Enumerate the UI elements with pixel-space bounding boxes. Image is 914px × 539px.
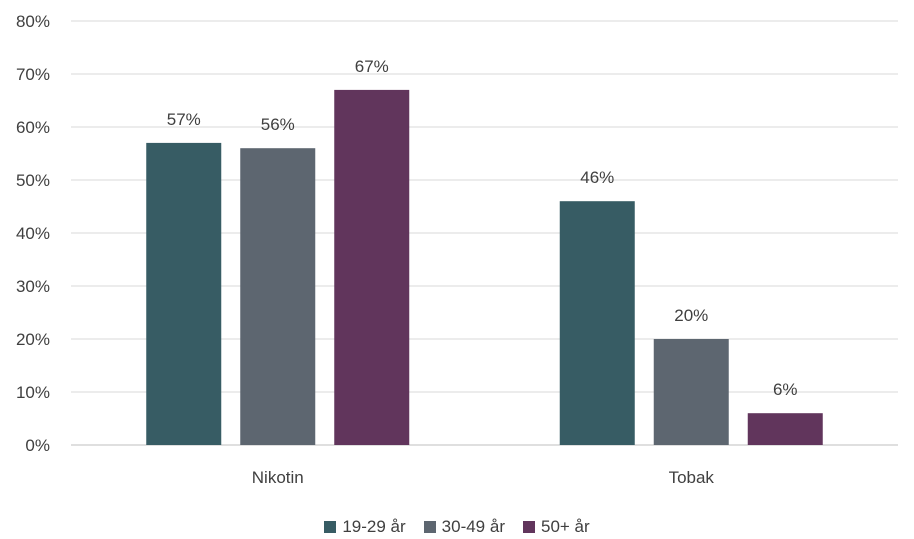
y-tick-label: 60% [16,118,50,137]
legend-item: 19-29 år [324,517,406,537]
legend-label: 30-49 år [441,517,505,536]
data-label: 56% [261,115,295,134]
legend-item: 50+ år [522,517,590,537]
bar [653,339,729,445]
bar [334,89,410,446]
y-tick-label: 20% [16,330,50,349]
legend-swatch [522,521,535,533]
legend: 19-29 år 30-49 år 50+ år [0,517,914,537]
y-tick-label: 70% [16,65,50,84]
bar-chart: 0% 10% 20% 30% 40% 50% 60% 70% 80% 57% 56% 67% 46% 2… [16,12,898,487]
y-tick-label: 40% [16,224,50,243]
data-label: 6% [773,380,798,399]
y-tick-label: 50% [16,171,50,190]
data-label: 20% [674,306,708,325]
y-axis-tick-labels: 0% 10% 20% 30% 40% 50% 60% 70% 80% [16,12,50,455]
data-label: 46% [580,168,614,187]
y-tick-label: 10% [16,383,50,402]
bar [240,148,316,445]
y-tick-label: 80% [16,12,50,31]
bar [559,201,635,445]
legend-label: 50+ år [540,517,590,536]
data-labels: 57% 56% 67% 46% 20% 6% [167,57,798,399]
bars [146,89,823,446]
bar [747,413,823,445]
legend-label: 19-29 år [342,517,406,536]
y-tick-label: 30% [16,277,50,296]
legend-swatch [423,521,436,533]
x-category-label: Tobak [669,468,715,487]
bar [146,142,222,445]
x-category-label: Nikotin [252,468,304,487]
legend-swatch [324,521,337,533]
x-axis-category-labels: Nikotin Tobak [252,468,715,487]
data-label: 67% [355,57,389,76]
legend-item: 30-49 år [423,517,505,537]
y-tick-label: 0% [25,436,50,455]
data-label: 57% [167,110,201,129]
